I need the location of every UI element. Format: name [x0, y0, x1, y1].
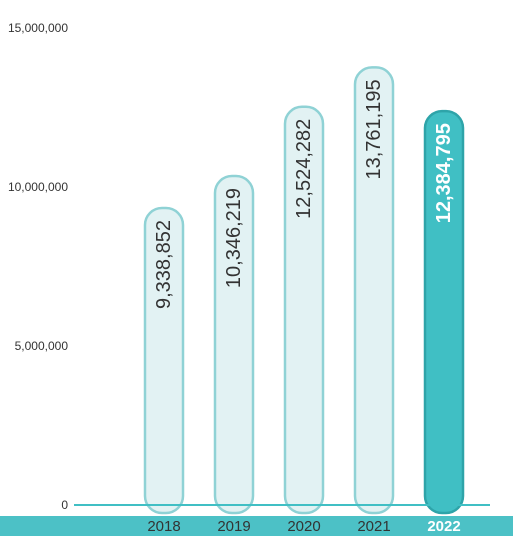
- bar-2020: [283, 105, 325, 515]
- y-tick-label: 15,000,000: [8, 21, 68, 35]
- value-labels-group: 9,338,852 10,346,219 12,524,282 13,761,195 1…: [153, 79, 455, 309]
- value-label-2021: 13,761,195: [363, 79, 385, 179]
- y-tick-label: 0: [61, 498, 68, 512]
- category-label-2020: 2020: [287, 518, 320, 535]
- category-label-2022: 2022: [427, 518, 460, 535]
- category-labels-group: 2018 2019 2020 2021 2022: [147, 518, 460, 535]
- bars-group: [143, 66, 465, 515]
- y-axis-tick-labels: 0 5,000,000 10,000,000 15,000,000: [8, 21, 68, 512]
- value-label-2020: 12,524,282: [293, 119, 315, 219]
- bar-2018: [143, 206, 185, 515]
- bar-2021: [353, 66, 395, 515]
- category-label-2019: 2019: [217, 518, 250, 535]
- y-tick-label: 5,000,000: [15, 339, 69, 353]
- value-label-2018: 9,338,852: [153, 220, 175, 309]
- value-label-2022: 12,384,795: [433, 123, 455, 223]
- category-label-2021: 2021: [357, 518, 390, 535]
- category-band: [0, 516, 513, 536]
- bar-2019: [213, 174, 255, 515]
- category-label-2018: 2018: [147, 518, 180, 535]
- y-tick-label: 10,000,000: [8, 180, 68, 194]
- value-label-2019: 10,346,219: [223, 188, 245, 288]
- bar-2022: [423, 109, 465, 515]
